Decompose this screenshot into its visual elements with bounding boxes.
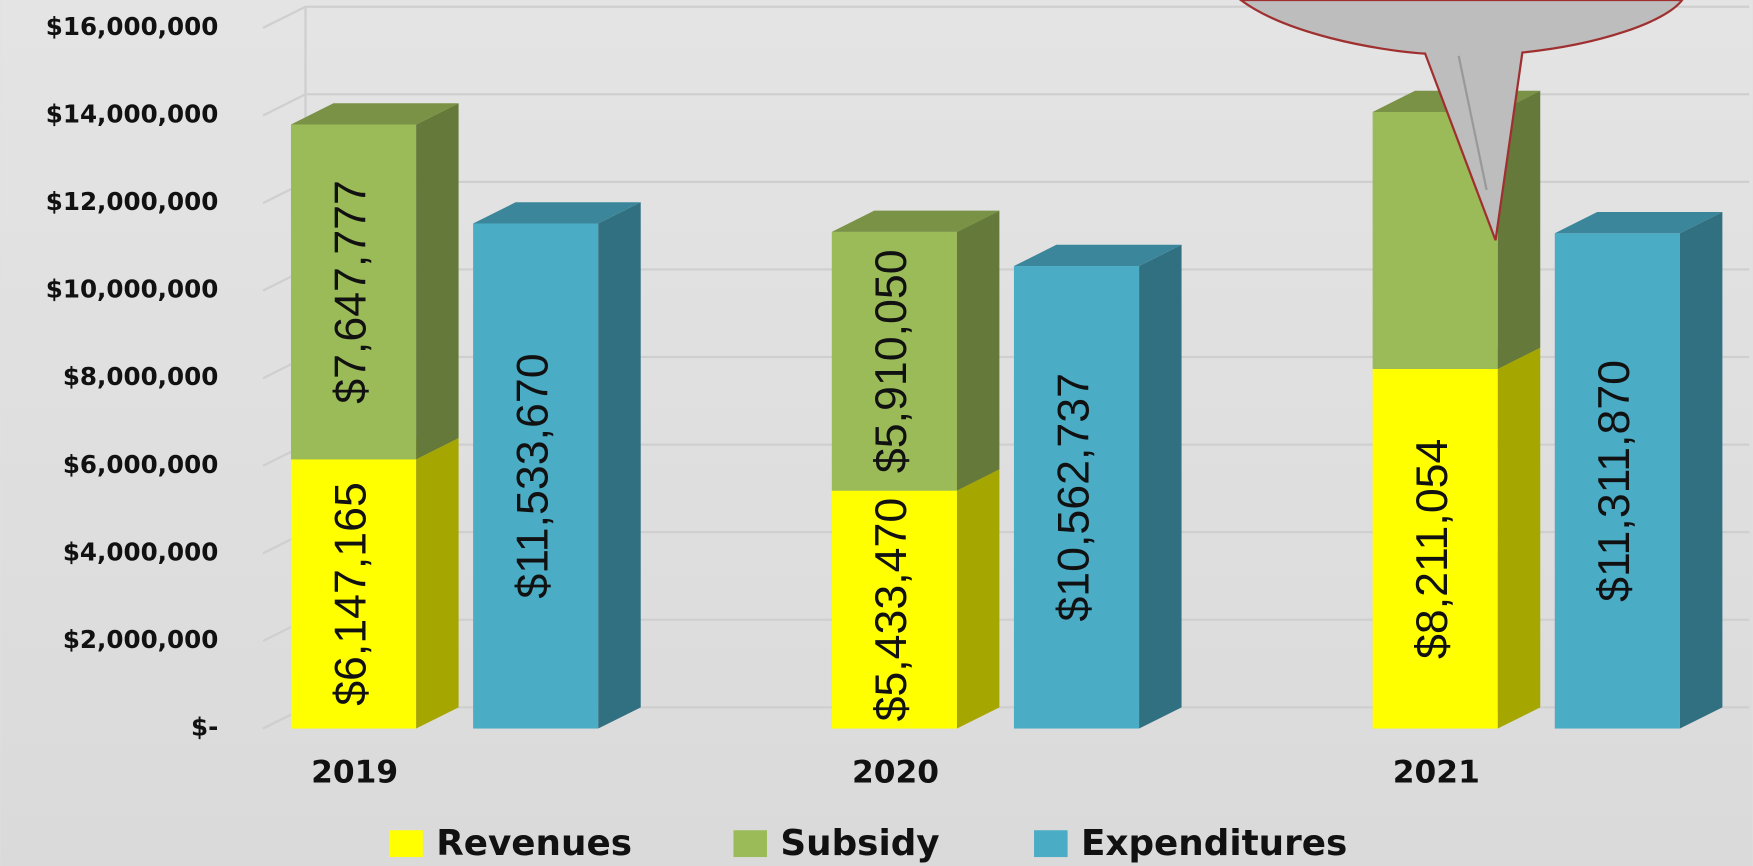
callout <box>1238 0 1684 241</box>
legend-swatch <box>733 830 767 858</box>
bar-side <box>956 469 1000 729</box>
bar-front <box>831 231 957 491</box>
bar-front <box>831 490 957 729</box>
bar-front <box>290 124 417 460</box>
data-label: $6,147,165 <box>326 482 375 706</box>
legend-swatch <box>389 830 423 858</box>
data-label: $8,211,054 <box>1408 439 1457 659</box>
bar-top <box>473 202 641 224</box>
bar-top <box>1554 211 1723 234</box>
bar-top <box>290 103 459 125</box>
y-tick-label: $6,000,000 <box>63 450 219 479</box>
bar-side <box>416 103 459 460</box>
legend-label: Subsidy <box>780 823 939 864</box>
data-label: $5,433,470 <box>867 498 916 722</box>
y-tick-label: $12,000,000 <box>46 187 219 216</box>
grid-line <box>262 93 1750 117</box>
y-tick-label: $2,000,000 <box>63 625 219 654</box>
x-tick-label: 2019 <box>311 754 398 790</box>
legend-label: Revenues <box>436 823 632 864</box>
bar <box>290 103 459 460</box>
bar-front <box>1372 369 1498 729</box>
callout-line <box>1457 55 1488 191</box>
bar <box>831 469 1000 729</box>
data-label: $11,533,670 <box>508 353 557 598</box>
x-tick-label: 2020 <box>852 754 939 790</box>
bar-side <box>416 438 459 729</box>
bar-side <box>1679 211 1723 729</box>
data-label: $11,311,870 <box>1590 360 1639 602</box>
bar-side <box>1139 244 1182 729</box>
y-tick-label: $- <box>191 713 218 742</box>
legend-label: Expenditures <box>1081 823 1347 864</box>
data-label: $5,910,050 <box>867 249 916 473</box>
data-label: $7,647,777 <box>326 180 375 404</box>
x-tick-label: 2021 <box>1393 754 1480 790</box>
bar-front <box>290 459 417 729</box>
y-tick-label: $8,000,000 <box>63 362 219 391</box>
bar-top <box>1013 244 1182 267</box>
bar-side <box>1497 90 1541 370</box>
bar <box>1554 211 1723 729</box>
bar-side <box>956 210 1000 491</box>
bar-front <box>1554 233 1680 729</box>
y-tick-label: $16,000,000 <box>46 12 219 41</box>
bar-top <box>831 210 1000 232</box>
data-label: $10,562,737 <box>1049 373 1098 622</box>
bar <box>1372 347 1541 729</box>
y-tick-label: $14,000,000 <box>46 100 219 129</box>
bar-front <box>473 223 599 729</box>
bar <box>831 210 1000 491</box>
legend-swatch <box>1034 830 1068 858</box>
bar <box>473 202 641 729</box>
bar <box>1013 244 1182 729</box>
bar-side <box>1497 347 1541 729</box>
bar <box>290 438 459 729</box>
plot-area: $- $2,000,000 $4,000,000 $6,000,000 $8,000,0… <box>46 5 1750 864</box>
y-tick-label: $10,000,000 <box>46 275 219 304</box>
bar-side <box>598 202 641 729</box>
bar-front <box>1013 266 1140 729</box>
y-tick-label: $4,000,000 <box>63 537 219 566</box>
